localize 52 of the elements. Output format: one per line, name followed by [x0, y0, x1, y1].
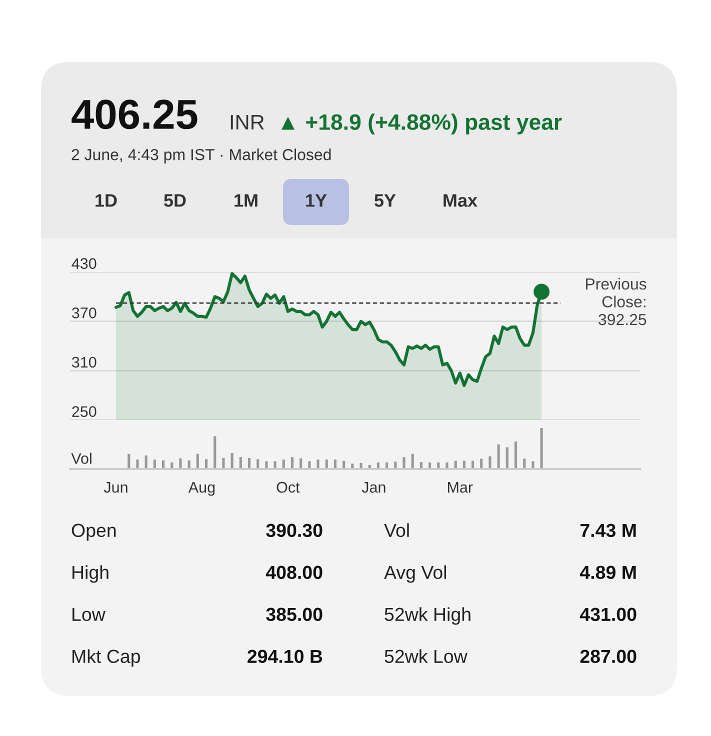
bar — [488, 456, 492, 469]
ref-line-label: Previous Close: 392.25 — [586, 278, 646, 326]
bar — [402, 457, 406, 469]
text: 294.10 B — [248, 650, 322, 664]
y-tick-label: 310 — [72, 356, 96, 368]
bar — [540, 428, 543, 469]
chart-subtitle: 2 June, 4:43 pm IST · Market Closed — [72, 148, 331, 164]
text: Avg Vol — [384, 565, 446, 583]
bar — [360, 462, 362, 469]
text: 7.43 M — [580, 524, 636, 538]
text: Low — [72, 608, 106, 622]
bar — [497, 444, 500, 469]
bar — [316, 460, 320, 469]
x-tick-label: Mar — [448, 482, 473, 493]
x-tick-label: Jan — [362, 482, 386, 493]
chart-title: 406.25 — [72, 100, 198, 130]
text: 52wk Low — [384, 649, 468, 664]
text: 1Y — [306, 194, 327, 207]
bar — [506, 447, 508, 469]
x-tick-label: Aug — [188, 482, 215, 496]
text: Mkt Cap — [72, 649, 140, 667]
text: 1D — [96, 194, 117, 207]
text: INR — [230, 115, 264, 130]
text: ▲ +18.9 (+4.88%) past year — [281, 114, 562, 134]
text: 390.30 — [266, 524, 322, 538]
text: 5Y — [374, 194, 396, 207]
text: 52wk High — [384, 607, 470, 625]
bar — [532, 461, 534, 469]
bar — [136, 460, 139, 469]
x-tick-label: Oct — [276, 482, 300, 493]
text: 385.00 — [266, 608, 322, 622]
text: Open — [72, 524, 116, 541]
text: 1M — [234, 194, 258, 207]
text: 4.89 M — [580, 566, 636, 580]
text: Vol — [384, 523, 409, 538]
text: 408.00 — [266, 566, 322, 580]
text: Max — [444, 194, 478, 207]
y-tick-label: 370 — [72, 307, 96, 318]
bar — [230, 453, 234, 469]
y-axis-title: Vol — [71, 452, 92, 464]
text: High — [72, 565, 108, 583]
bar — [514, 442, 518, 469]
text: 287.00 — [580, 650, 636, 664]
bar — [179, 458, 182, 469]
text: 431.00 — [580, 608, 636, 622]
x-tick-label: Jun — [104, 482, 128, 493]
y-tick-label: 430 — [72, 258, 96, 269]
text: 5D — [164, 194, 186, 207]
bar — [446, 462, 448, 469]
bar — [214, 436, 216, 469]
y-tick-label: 250 — [72, 406, 96, 417]
bar — [222, 458, 225, 469]
